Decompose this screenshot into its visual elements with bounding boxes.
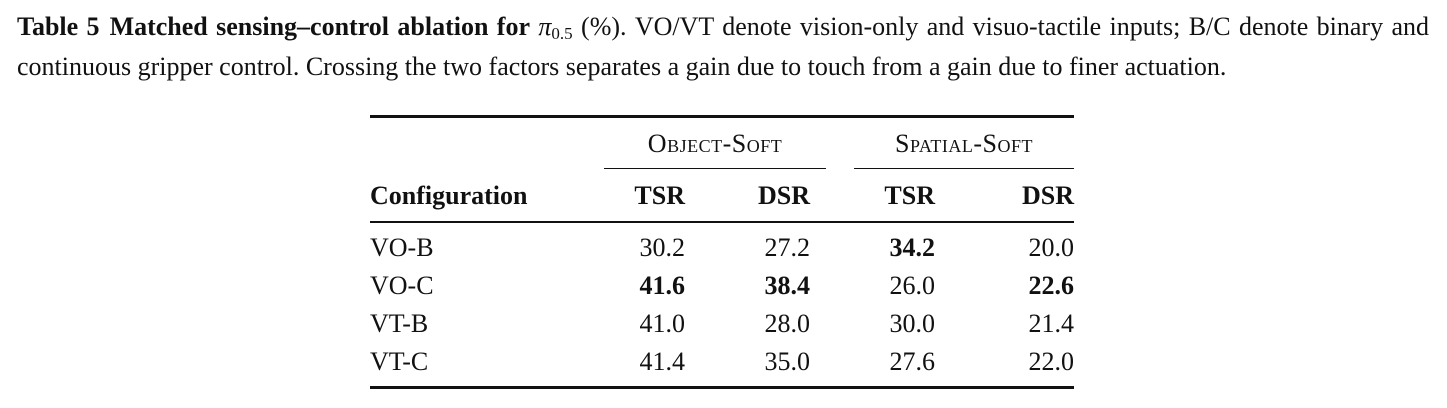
group-header-object-soft: Object-Soft — [647, 129, 783, 158]
header-object-tsr: TSR — [634, 181, 685, 210]
header-object-dsr: DSR — [757, 181, 810, 210]
table-cell: 30.2 — [639, 233, 686, 262]
table-header-rule — [370, 221, 1074, 223]
table-cell: 26.0 — [889, 271, 936, 300]
table-cell: 41.4 — [639, 347, 686, 376]
table-bottom-rule — [370, 386, 1074, 389]
caption-label: Table 5 — [17, 12, 100, 41]
caption-math-symbol: π0.5 — [538, 12, 573, 43]
table-cell: 22.6 — [1028, 271, 1075, 300]
table-cell: 22.0 — [1028, 347, 1075, 376]
group-header-spatial-soft: Spatial-Soft — [895, 129, 1033, 158]
table-top-rule — [370, 115, 1074, 118]
row-label: VT-C — [370, 347, 429, 376]
row-label: VO-C — [370, 271, 434, 300]
group-rule-spatial-soft — [854, 168, 1074, 170]
table-cell: 38.4 — [764, 271, 811, 300]
row-label: VO-B — [370, 233, 434, 262]
table-cell: 34.2 — [889, 233, 936, 262]
caption-text: (%). VO/VT denote vision-only and visuo-… — [17, 12, 1429, 81]
header-configuration: Configuration — [370, 181, 528, 210]
group-rule-object-soft — [604, 168, 826, 170]
caption-math-pi: π — [538, 12, 552, 41]
table-cell: 21.4 — [1028, 309, 1075, 338]
table-cell: 41.0 — [639, 309, 686, 338]
caption-title: Matched sensing–control ablation for — [109, 12, 530, 41]
table-caption: Table 5 Matched sensing–control ablation … — [17, 10, 1429, 83]
header-spatial-dsr: DSR — [1021, 181, 1074, 210]
table-cell: 35.0 — [764, 347, 811, 376]
table-cell: 27.6 — [889, 347, 936, 376]
table-cell: 30.0 — [889, 309, 936, 338]
header-spatial-tsr: TSR — [884, 181, 935, 210]
table-cell: 20.0 — [1028, 233, 1075, 262]
caption-math-sub: 0.5 — [551, 24, 573, 43]
table-cell: 41.6 — [639, 271, 686, 300]
row-label: VT-B — [370, 309, 429, 338]
table-cell: 28.0 — [764, 309, 811, 338]
table-cell: 27.2 — [764, 233, 811, 262]
results-table: Object-Soft Spatial-Soft Configuration T… — [370, 115, 1074, 391]
